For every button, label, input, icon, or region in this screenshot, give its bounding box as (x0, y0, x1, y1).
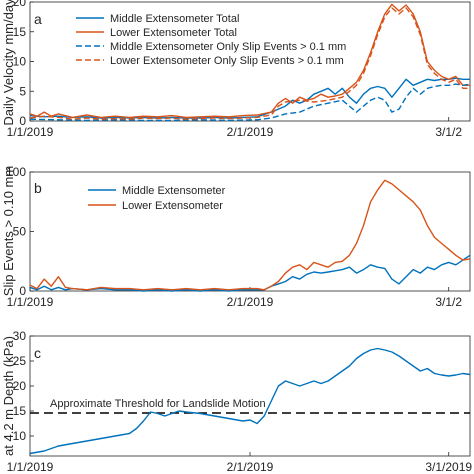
panel-b-axes-box (29, 171, 471, 292)
series-line-2 (29, 3, 470, 119)
x-tick-label: 3/1/2019 (425, 460, 472, 474)
y-tick-label: 15 (13, 404, 27, 418)
x-tick-label: 2/1/2019 (227, 295, 274, 309)
panel-a-ylabel: Daily Velocity mm/day (1, 0, 16, 126)
x-tick-label: 1/1/2019 (7, 295, 54, 309)
x-tick-label: 3/1/2 (435, 125, 462, 139)
y-tick-label: 0 (19, 284, 26, 298)
panel-b-legend: Middle Extensometer Lower Extensometer (88, 185, 226, 212)
panel-b-letter: b (34, 180, 42, 196)
y-tick-label: 10 (13, 55, 27, 69)
legend-label-lower-slip: Lower Extensometer Only Slip Events > 0.… (110, 55, 344, 67)
panel-b-yticks: 0 50 100 (6, 165, 34, 298)
legend-label-lower-total: Lower Extensometer Total (110, 27, 237, 39)
y-tick-label: 10 (13, 429, 27, 443)
panel-c-ylabel: at 4.2 m Depth (kPa) (1, 336, 16, 456)
panel-c-series (29, 347, 471, 455)
panel-a-yticks: 0 5 10 15 20 (13, 0, 34, 128)
legend-label-middle-slip: Middle Extensometer Only Slip Events > 0… (110, 41, 346, 53)
legend-label-middle-total: Middle Extensometer Total (110, 13, 239, 25)
series-line-4 (29, 7, 470, 120)
panel-b-series (29, 179, 471, 292)
panel-c-xticks: 1/1/2019 2/1/2019 3/1/2019 (7, 452, 472, 474)
panel-c-yticks: 10 15 20 25 30 (13, 329, 34, 443)
panel-c-axes-box (29, 335, 471, 457)
y-tick-label: 15 (13, 25, 27, 39)
y-tick-label: 0 (19, 114, 26, 128)
x-tick-label: 2/1/2019 (227, 125, 274, 139)
x-tick-label: 1/1/2019 (7, 460, 54, 474)
y-tick-label: 20 (13, 0, 27, 9)
series-line-1 (29, 77, 470, 119)
y-tick-label: 25 (13, 354, 27, 368)
y-tick-label: 5 (19, 84, 26, 98)
series-line-3 (29, 83, 471, 122)
panel-a-axes-box (29, 1, 471, 122)
panel-b-ylabel: Slip Events > 0.10 mm (1, 166, 16, 296)
series-line-1 (29, 347, 471, 455)
y-tick-label: 100 (6, 165, 26, 179)
series-line-1 (29, 254, 471, 292)
panel-c-letter: c (34, 345, 41, 361)
panel-a: a Daily Velocity mm/day 0 5 10 15 20 1/1/201… (1, 0, 471, 139)
panel-b-xticks: 1/1/2019 2/1/2019 3/1/2 (7, 287, 462, 309)
y-tick-label: 20 (13, 379, 27, 393)
legend-label-lower-extensometer: Lower Extensometer (122, 200, 223, 212)
threshold-label: Approximate Threshold for Landslide Moti… (50, 398, 266, 410)
panel-a-legend: Middle Extensometer Total Lower Extensom… (76, 13, 346, 67)
x-tick-label: 3/1/2 (435, 295, 462, 309)
panel-a-series (29, 3, 471, 122)
panel-c: c at 4.2 m Depth (kPa) 10 15 20 25 30 1/1/20… (1, 329, 472, 474)
x-tick-label: 2/1/2019 (227, 460, 274, 474)
y-tick-label: 50 (13, 225, 27, 239)
legend-label-middle-extensometer: Middle Extensometer (122, 185, 226, 197)
panel-a-letter: a (34, 11, 42, 27)
panel-a-xticks: 1/1/2019 2/1/2019 3/1/2 (7, 117, 462, 139)
x-tick-label: 1/1/2019 (7, 125, 54, 139)
y-tick-label: 30 (13, 329, 27, 343)
panel-b: b Slip Events > 0.10 mm 0 50 100 1/1/2019 2… (1, 165, 471, 309)
series-line-2 (29, 179, 471, 291)
